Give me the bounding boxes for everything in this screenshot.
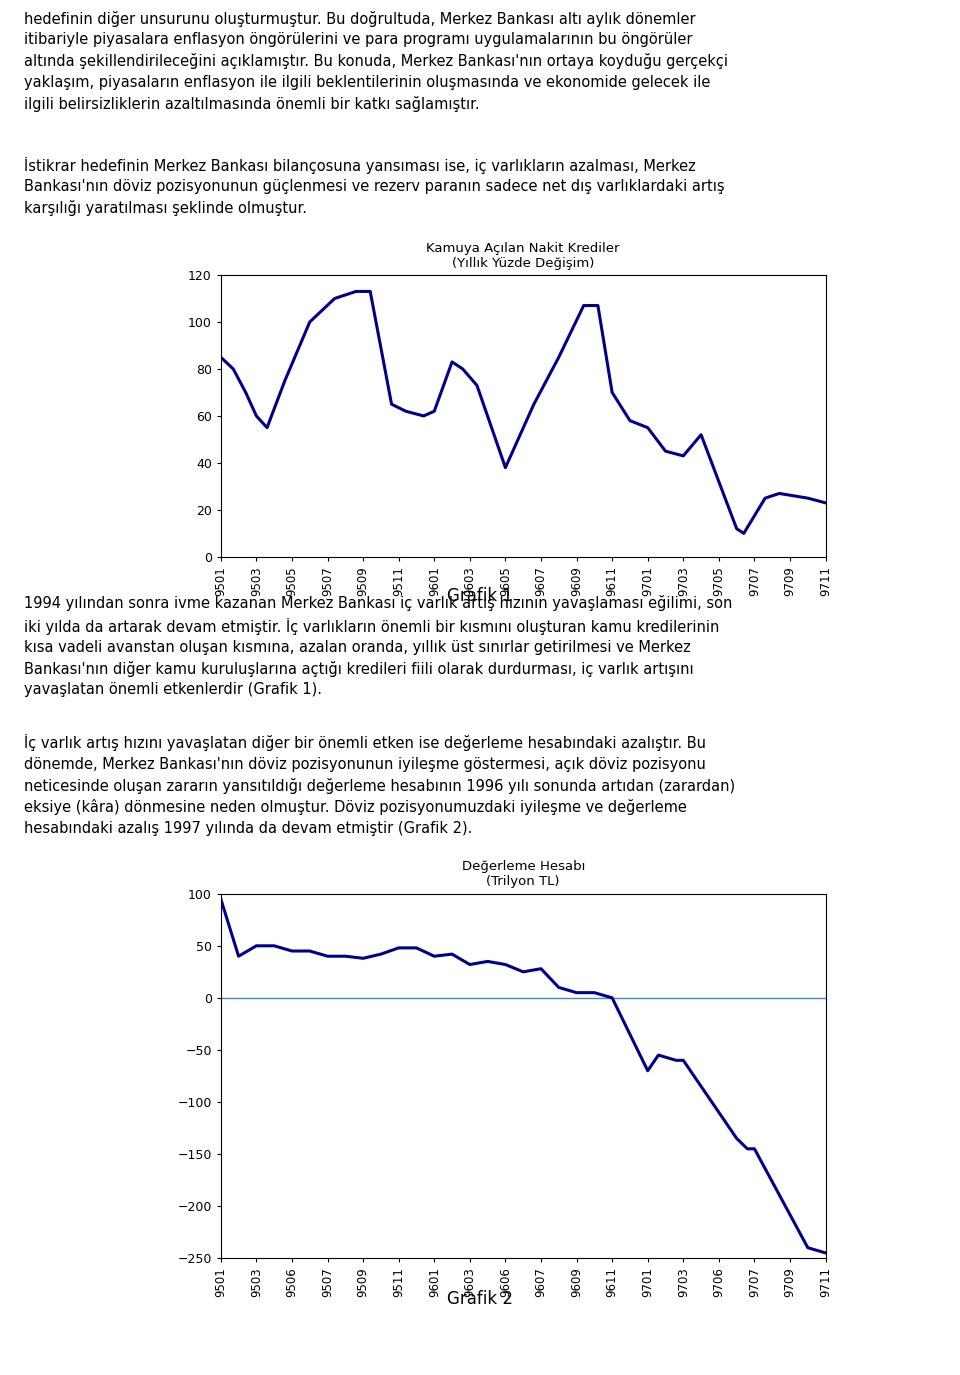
Text: İstikrar hedefinin Merkez Bankası bilançosuna yansıması ise, iç varlıkların azal: İstikrar hedefinin Merkez Bankası bilanç… (24, 157, 725, 216)
Title: Değerleme Hesabı
(Trilyon TL): Değerleme Hesabı (Trilyon TL) (462, 861, 585, 888)
Text: hedefinin diğer unsurunu oluşturmuştur. Bu doğrultuda, Merkez Bankası altı aylık: hedefinin diğer unsurunu oluşturmuştur. … (24, 11, 728, 111)
Title: Kamuya Açılan Nakit Krediler
(Yıllık Yüzde Değişim): Kamuya Açılan Nakit Krediler (Yıllık Yüz… (426, 242, 620, 270)
Text: 1994 yılından sonra ivme kazanan Merkez Bankası iç varlık artış hızının yavaşlam: 1994 yılından sonra ivme kazanan Merkez … (24, 595, 732, 697)
Text: Grafik 2: Grafik 2 (447, 1290, 513, 1308)
Text: Grafik 1: Grafik 1 (447, 587, 513, 605)
Text: İç varlık artış hızını yavaşlatan diğer bir önemli etken ise değerleme hesabında: İç varlık artış hızını yavaşlatan diğer … (24, 734, 735, 836)
